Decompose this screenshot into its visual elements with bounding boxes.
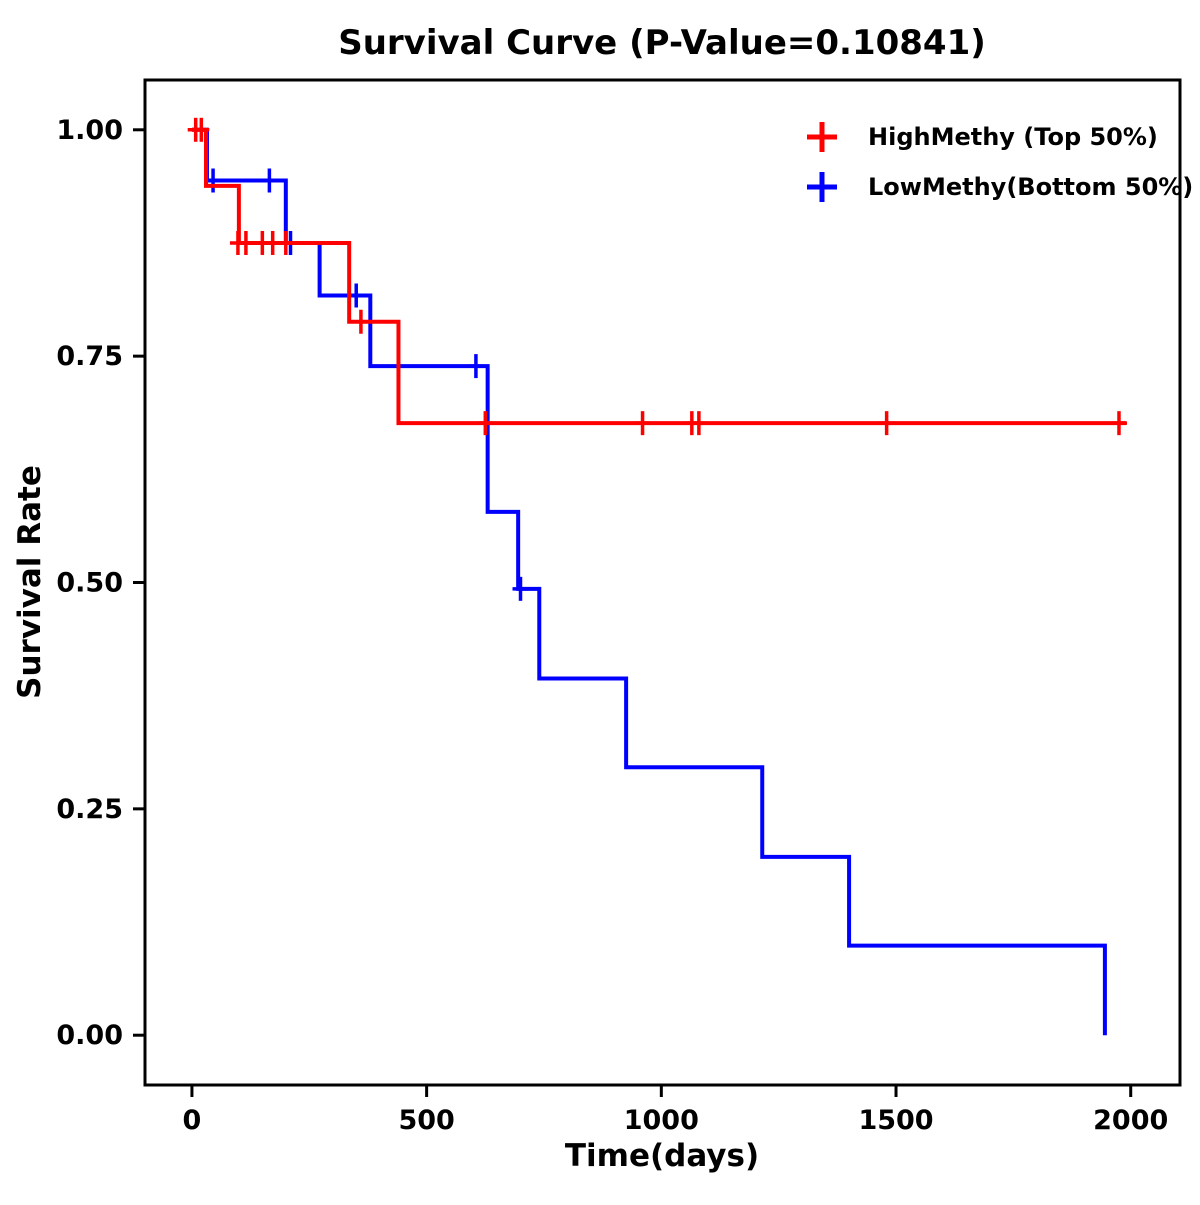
y-tick-label: 1.00 xyxy=(56,115,123,146)
x-axis-ticks: 0 500 1000 1500 2000 xyxy=(183,1085,1168,1136)
legend-label: LowMethy(Bottom 50%) xyxy=(868,173,1193,201)
legend-label: HighMethy (Top 50%) xyxy=(868,123,1158,151)
chart-title: Survival Curve (P-Value=0.10841) xyxy=(338,23,986,63)
y-tick-label: 0.75 xyxy=(56,341,123,372)
x-tick-label: 500 xyxy=(398,1105,454,1136)
y-tick-label: 0.25 xyxy=(56,794,123,825)
y-tick-label: 0.50 xyxy=(56,568,123,599)
survival-curve-lowmethy-bottom-50 xyxy=(191,127,1107,1036)
y-axis-ticks: 0.00 0.25 0.50 0.75 1.00 xyxy=(56,115,145,1051)
series-curves xyxy=(187,117,1127,1036)
x-tick-label: 0 xyxy=(183,1105,202,1136)
x-tick-label: 1500 xyxy=(858,1105,933,1136)
legend: HighMethy (Top 50%) LowMethy(Bottom 50%) xyxy=(807,122,1193,202)
survival-curve-highmethy-top-50 xyxy=(191,127,1127,426)
y-axis-label: Survival Rate xyxy=(12,465,48,699)
plot-border xyxy=(143,78,1182,1087)
x-tick-label: 2000 xyxy=(1093,1105,1168,1136)
x-axis-label: Time(days) xyxy=(565,1138,759,1174)
y-tick-label: 0.00 xyxy=(56,1020,123,1051)
x-tick-label: 1000 xyxy=(624,1105,699,1136)
